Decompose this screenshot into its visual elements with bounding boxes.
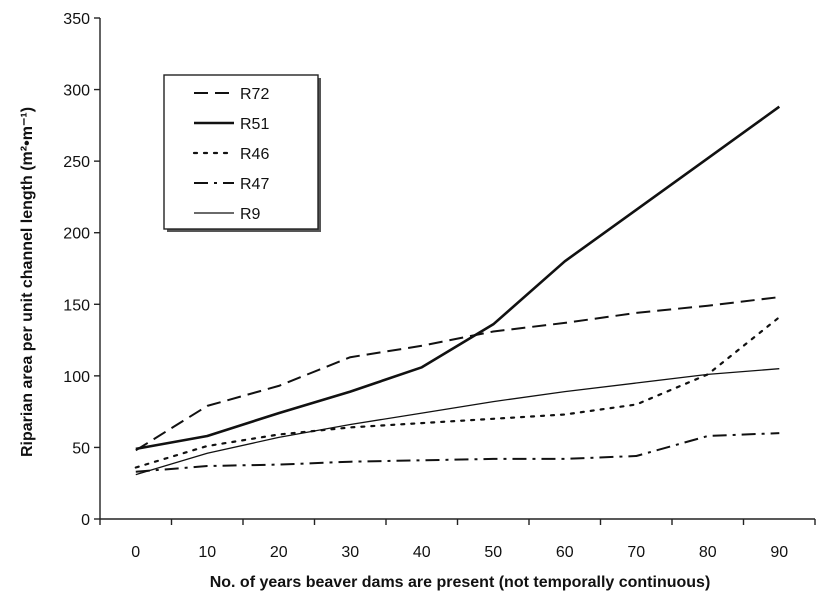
legend-label-r46: R46	[240, 146, 269, 163]
y-tick-label: 150	[63, 297, 90, 314]
y-tick-label: 300	[63, 83, 90, 100]
x-tick-label: 80	[699, 544, 717, 561]
series-line-r72	[135, 296, 780, 452]
x-tick-label: 40	[413, 544, 431, 561]
y-tick-label: 0	[81, 512, 90, 529]
legend-label-r51: R51	[240, 116, 269, 133]
x-axis-title: No. of years beaver dams are present (no…	[210, 574, 711, 591]
y-tick-label: 350	[63, 11, 90, 28]
y-tick-label: 250	[63, 154, 90, 171]
legend-label-r47: R47	[240, 176, 269, 193]
series-line-r47	[135, 432, 780, 473]
axes: 0 50 100 150 200 250 300 350 0 10 20 30 40 50 60 70 80 90	[63, 11, 816, 561]
series-line-r51	[135, 105, 781, 451]
legend-box	[163, 74, 319, 230]
y-tick-label: 200	[63, 226, 90, 243]
x-tick-label: 70	[627, 544, 645, 561]
x-tick-label: 20	[270, 544, 288, 561]
series-line-r46	[134, 316, 781, 469]
legend: R72 R51 R46 R47 R9	[163, 74, 321, 232]
legend-label-r9: R9	[240, 206, 261, 223]
y-axis-title: Riparian area per unit channel length (m…	[19, 107, 36, 457]
x-tick-label: 10	[198, 544, 216, 561]
x-tick-label: 60	[556, 544, 574, 561]
x-tick-label: 50	[484, 544, 502, 561]
x-tick-label: 30	[341, 544, 359, 561]
series-line-r9	[135, 368, 780, 476]
y-tick-label: 50	[72, 440, 90, 457]
y-tick-label: 100	[63, 369, 90, 386]
x-tick-label: 0	[131, 544, 140, 561]
legend-label-r72: R72	[240, 86, 269, 103]
series-layer	[134, 105, 781, 476]
x-tick-label: 90	[770, 544, 788, 561]
